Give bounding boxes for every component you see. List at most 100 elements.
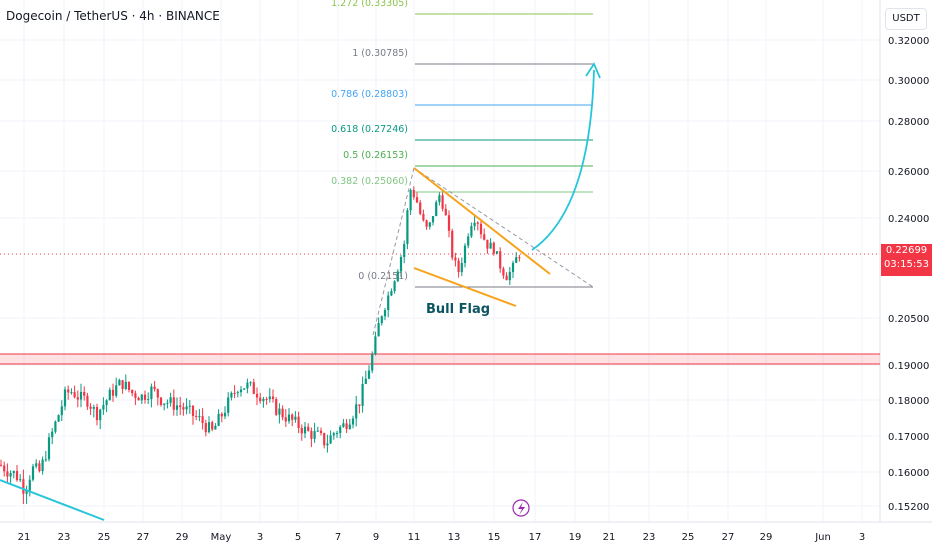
candle-body bbox=[339, 426, 342, 433]
candle bbox=[227, 392, 230, 417]
candle-body bbox=[403, 244, 406, 258]
candle bbox=[131, 389, 134, 397]
candle-body bbox=[95, 407, 99, 421]
candle-body bbox=[428, 222, 431, 227]
candle bbox=[323, 432, 326, 449]
candle-body bbox=[355, 404, 358, 419]
candle-body bbox=[179, 405, 182, 408]
candle bbox=[207, 416, 211, 434]
candle bbox=[156, 388, 159, 406]
candle-body bbox=[230, 392, 233, 398]
candle-body bbox=[358, 404, 361, 406]
candle-body bbox=[508, 271, 511, 281]
candle-body bbox=[252, 382, 255, 394]
candle-body bbox=[89, 406, 92, 409]
candle bbox=[217, 409, 220, 427]
candle bbox=[435, 200, 438, 217]
support-zone bbox=[0, 354, 880, 364]
candle bbox=[489, 238, 492, 249]
x-tick-label: 15 bbox=[488, 532, 501, 543]
candle-body bbox=[124, 381, 127, 389]
candle bbox=[358, 404, 361, 414]
candle bbox=[6, 463, 9, 483]
y-tick-label: 0.30000 bbox=[888, 76, 929, 87]
candle-body bbox=[425, 220, 428, 227]
fib-level-label: 0.382 (0.25060) bbox=[331, 176, 408, 187]
candle bbox=[249, 381, 252, 387]
candle-body bbox=[467, 236, 470, 246]
candle bbox=[121, 379, 124, 394]
x-tick-label: 19 bbox=[569, 532, 582, 543]
candle bbox=[271, 389, 275, 403]
y-tick-label: 0.15200 bbox=[888, 502, 929, 513]
candle-body bbox=[156, 389, 159, 398]
candle bbox=[499, 247, 502, 273]
candle-body bbox=[259, 397, 262, 402]
candle-body bbox=[294, 416, 297, 420]
candle-body bbox=[447, 215, 451, 231]
candle bbox=[70, 388, 73, 395]
candle-body bbox=[67, 389, 70, 393]
candle bbox=[463, 243, 467, 268]
candle bbox=[399, 254, 403, 278]
candle bbox=[287, 408, 291, 424]
candle-body bbox=[297, 416, 300, 428]
candle-body bbox=[31, 466, 35, 480]
candle bbox=[140, 393, 143, 405]
candle bbox=[355, 395, 358, 427]
candle bbox=[441, 190, 444, 212]
candle-body bbox=[223, 412, 227, 417]
x-tick-label: 23 bbox=[58, 532, 71, 543]
candle bbox=[367, 365, 371, 380]
candle-body bbox=[25, 490, 28, 494]
candle bbox=[412, 186, 415, 200]
candle bbox=[268, 388, 271, 403]
candle-body bbox=[502, 268, 505, 276]
candle-body bbox=[319, 430, 323, 434]
candle-countdown: 03:15:53 bbox=[884, 259, 929, 270]
candle bbox=[447, 210, 451, 238]
candle-body bbox=[115, 385, 118, 396]
candle-body bbox=[323, 433, 326, 446]
x-tick-label: 5 bbox=[295, 532, 301, 543]
candle-body bbox=[406, 210, 409, 245]
candle-body bbox=[246, 382, 249, 389]
candle bbox=[431, 216, 435, 226]
candle-body bbox=[51, 431, 54, 438]
candle-body bbox=[463, 245, 467, 264]
candle-body bbox=[99, 409, 102, 421]
candle bbox=[479, 218, 483, 239]
candle-body bbox=[127, 381, 131, 390]
x-tick-label: 29 bbox=[176, 532, 189, 543]
fib-diagonal-dashed bbox=[372, 167, 415, 336]
candle-body bbox=[511, 262, 515, 272]
currency-button[interactable]: USDT bbox=[885, 8, 927, 30]
projection-arrow-head bbox=[585, 62, 601, 79]
candle bbox=[243, 388, 246, 391]
candle bbox=[182, 402, 185, 416]
y-tick-label: 0.17000 bbox=[888, 432, 929, 443]
candle-body bbox=[486, 239, 489, 249]
candle-body bbox=[44, 459, 47, 461]
candle-body bbox=[390, 291, 393, 296]
candle bbox=[403, 240, 406, 264]
candle bbox=[281, 405, 284, 421]
candle-body bbox=[249, 382, 252, 384]
candle-body bbox=[92, 407, 95, 409]
candle bbox=[185, 398, 188, 415]
candle-body bbox=[518, 257, 521, 259]
candle bbox=[265, 396, 268, 405]
x-tick-label: 27 bbox=[722, 532, 735, 543]
candle bbox=[89, 403, 92, 415]
candle bbox=[451, 228, 454, 261]
candle-body bbox=[175, 405, 179, 410]
candle-body bbox=[47, 437, 51, 460]
candle bbox=[92, 404, 95, 418]
candle bbox=[339, 424, 342, 439]
candle-body bbox=[281, 408, 284, 418]
candle bbox=[511, 260, 515, 279]
candle bbox=[169, 392, 172, 407]
candle bbox=[415, 191, 419, 204]
